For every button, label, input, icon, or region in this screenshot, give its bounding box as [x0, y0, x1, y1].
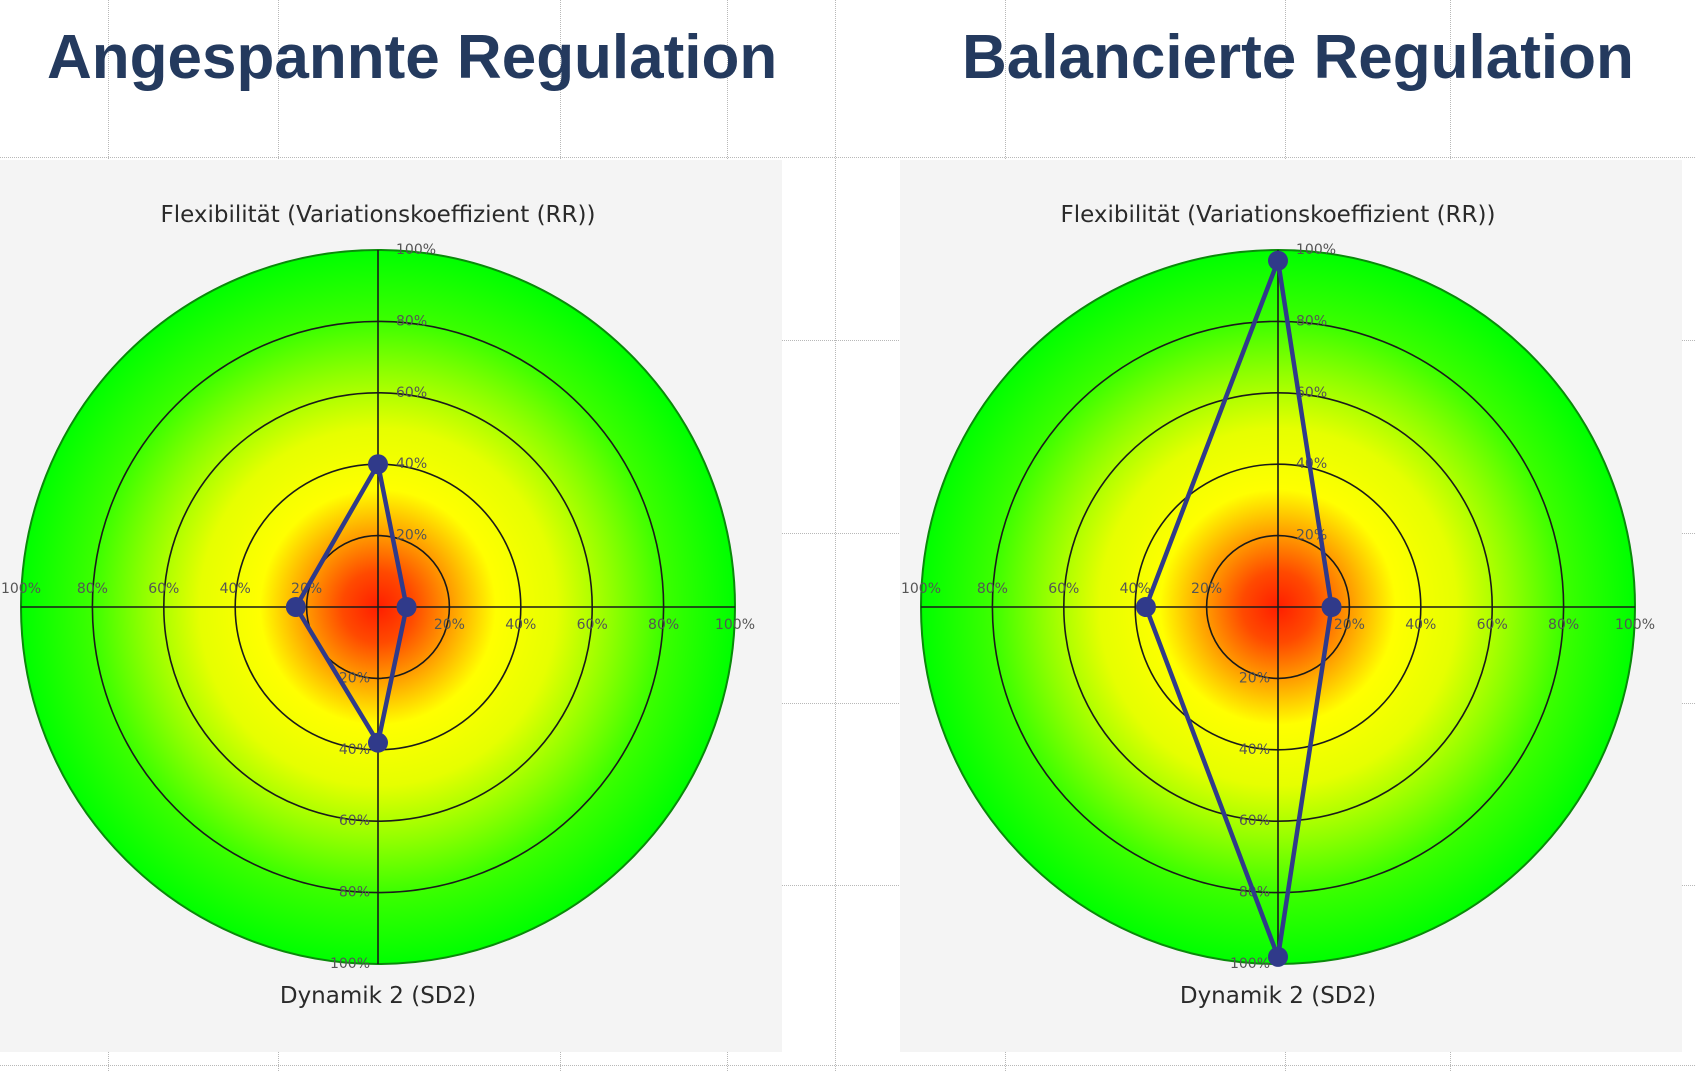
- tick-label-top: 80%: [396, 313, 427, 329]
- data-point-bottom: [1268, 946, 1288, 967]
- radar-chart-right: 20%20%20%20%40%40%40%40%60%60%60%60%80%8…: [901, 202, 1655, 1009]
- tick-label-bottom: 40%: [339, 742, 370, 758]
- tick-label-right: 20%: [434, 617, 465, 633]
- tick-label-top: 100%: [1296, 242, 1336, 258]
- tick-label-bottom: 80%: [339, 885, 370, 901]
- radar-panel-left: 20% 20% 20% 20% 40% 40% 40% 40% 60% 60% 60% 60% 80% 8…: [0, 160, 782, 1052]
- tick-label-right: 80%: [1548, 617, 1579, 633]
- guide-line: [0, 1065, 1695, 1066]
- data-point-right: [396, 597, 417, 617]
- tick-label-top: 20%: [396, 528, 427, 544]
- tick-label-bottom: 60%: [1239, 813, 1270, 829]
- tick-label-top: 60%: [396, 385, 427, 401]
- tick-label-left: 100%: [1, 581, 41, 597]
- tick-label-left: 100%: [901, 581, 941, 597]
- axis-title-top: Flexibilität (Variationskoeffizient (RR)…: [161, 202, 596, 228]
- tick-label-bottom: 20%: [1239, 670, 1270, 686]
- chart-title-left: Angespannte Regulation: [47, 23, 778, 92]
- axis-title-bottom: Dynamik 2 (SD2): [280, 983, 476, 1009]
- tick-label-top: 60%: [1296, 385, 1327, 401]
- axis-title-top: Flexibilität (Variationskoeffizient (RR)…: [1061, 202, 1496, 228]
- guide-line: [835, 0, 836, 1071]
- tick-label-right: 100%: [1615, 617, 1655, 633]
- guide-line: [0, 157, 1695, 158]
- tick-label-bottom: 40%: [1239, 742, 1270, 758]
- tick-label-top: 40%: [396, 456, 427, 472]
- tick-label-left: 40%: [1120, 581, 1151, 597]
- tick-label-bottom: 100%: [1230, 956, 1270, 972]
- tick-label-left: 80%: [977, 581, 1008, 597]
- chart-title-right: Balancierte Regulation: [962, 23, 1634, 92]
- tick-label-right: 100%: [715, 617, 755, 633]
- data-point-top: [368, 454, 388, 475]
- tick-label-bottom: 20%: [339, 670, 370, 686]
- tick-label-left: 60%: [148, 581, 179, 597]
- guide-line: [0, 340, 1695, 341]
- guide-line: [0, 703, 1695, 704]
- tick-label-left: 20%: [1191, 581, 1222, 597]
- tick-label-left: 40%: [220, 581, 251, 597]
- tick-label-left: 80%: [77, 581, 108, 597]
- guide-line: [0, 533, 1695, 534]
- data-point-bottom: [368, 732, 388, 753]
- tick-label-left: 60%: [1048, 581, 1079, 597]
- tick-label-bottom: 60%: [339, 813, 370, 829]
- tick-label-right: 80%: [648, 617, 679, 633]
- tick-label-top: 80%: [1296, 313, 1327, 329]
- guide-line: [0, 885, 1695, 886]
- data-point-left: [285, 597, 306, 617]
- tick-label-right: 40%: [505, 617, 536, 633]
- tick-label-bottom: 100%: [330, 956, 370, 972]
- data-point-top: [1268, 250, 1288, 271]
- radar-panel-right: 20% 20% 20% 20% 40% 40% 40% 40% 60% 60% 60% 60% 80% 8…: [900, 160, 1682, 1052]
- tick-label-right: 60%: [1477, 617, 1508, 633]
- tick-label-right: 20%: [1334, 617, 1365, 633]
- tick-label-top: 100%: [396, 242, 436, 258]
- data-point-left: [1135, 597, 1156, 617]
- tick-label-right: 60%: [577, 617, 608, 633]
- radar-chart-left: 20%20%20%20%40%40%40%40%60%60%60%60%80%8…: [1, 202, 755, 1009]
- data-point-right: [1321, 597, 1342, 617]
- tick-label-right: 40%: [1405, 617, 1436, 633]
- axis-title-bottom: Dynamik 2 (SD2): [1180, 983, 1376, 1009]
